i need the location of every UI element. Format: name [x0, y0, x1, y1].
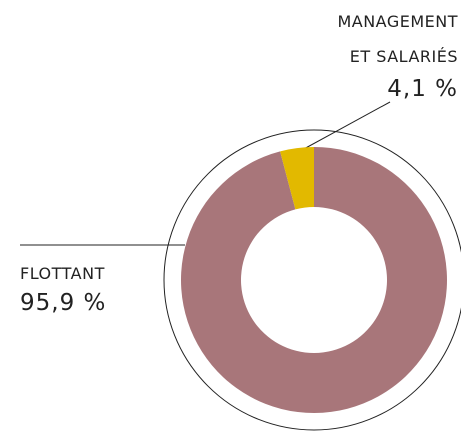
- category-label: FLOTTANT: [20, 264, 105, 283]
- value-label: 4,1 %: [387, 76, 458, 102]
- leader-line: [301, 101, 391, 151]
- slice: [181, 147, 448, 413]
- category-label: MANAGEMENT ET SALARIÉS: [337, 12, 458, 66]
- value-label: 95,9 %: [20, 290, 107, 316]
- slices: [181, 147, 448, 413]
- outer-ring: [163, 129, 461, 431]
- slice: [280, 147, 314, 210]
